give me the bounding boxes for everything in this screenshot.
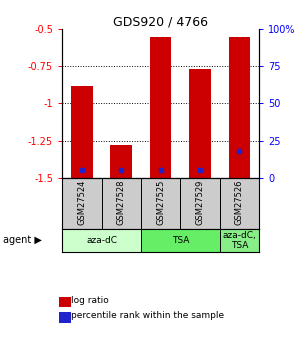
Bar <box>228 37 250 178</box>
Bar <box>110 145 132 178</box>
Bar <box>59 297 71 307</box>
Text: GSM27529: GSM27529 <box>195 179 205 225</box>
Bar <box>141 178 180 229</box>
Bar <box>62 178 102 229</box>
Bar <box>180 178 220 229</box>
Bar <box>62 229 141 252</box>
Text: agent ▶: agent ▶ <box>3 235 42 245</box>
Bar <box>220 178 259 229</box>
Text: GSM27528: GSM27528 <box>117 179 126 225</box>
Title: GDS920 / 4766: GDS920 / 4766 <box>113 15 208 28</box>
Text: log ratio: log ratio <box>71 296 109 305</box>
Text: TSA: TSA <box>171 236 189 245</box>
Text: GSM27524: GSM27524 <box>77 179 86 225</box>
Bar <box>150 37 171 178</box>
Text: aza-dC,
TSA: aza-dC, TSA <box>222 231 256 250</box>
Bar <box>220 229 259 252</box>
Bar <box>71 86 93 178</box>
Bar <box>141 229 220 252</box>
Text: aza-dC: aza-dC <box>86 236 117 245</box>
Bar <box>189 69 211 178</box>
Text: percentile rank within the sample: percentile rank within the sample <box>71 311 224 320</box>
Bar <box>59 312 71 323</box>
Bar <box>102 178 141 229</box>
Text: GSM27525: GSM27525 <box>156 179 165 225</box>
Text: GSM27526: GSM27526 <box>235 179 244 225</box>
